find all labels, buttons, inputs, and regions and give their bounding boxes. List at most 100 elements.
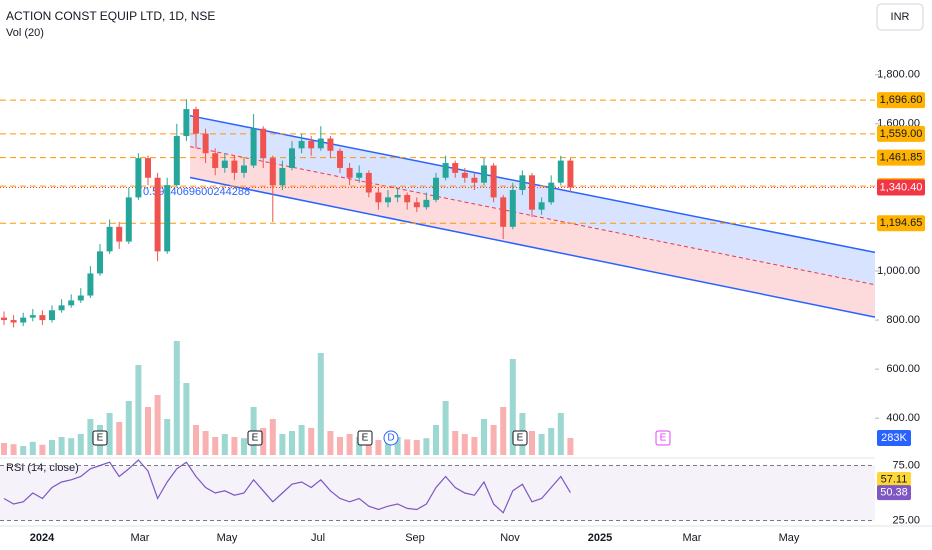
level-label: 1,696.60: [880, 94, 923, 106]
rsi-title: RSI (14, close): [6, 462, 79, 474]
volume-bar: [49, 440, 55, 455]
candle-body: [260, 128, 267, 159]
volume-bar: [538, 434, 545, 455]
event-marker[interactable]: [655, 430, 671, 446]
volume-bar: [567, 438, 574, 455]
candle-body: [385, 197, 391, 203]
x-tick-label: 2025: [588, 532, 612, 544]
currency-box[interactable]: [876, 3, 924, 31]
x-tick-label: Jul: [311, 532, 325, 544]
volume-bar: [164, 419, 171, 455]
event-label[interactable]: D: [387, 433, 394, 444]
volume-bar: [500, 407, 507, 455]
candle-body: [375, 192, 382, 203]
candle-body: [471, 177, 478, 183]
volume-bar: [145, 407, 151, 455]
volume-bar: [58, 437, 65, 455]
level-label-box: [877, 149, 925, 166]
level-label-box: [877, 215, 925, 232]
volume-bar: [106, 413, 113, 455]
candle-body: [173, 136, 180, 186]
volume-bar: [404, 439, 411, 455]
rsi-line: [3, 459, 571, 514]
event-marker[interactable]: [357, 430, 373, 446]
volume-label-box: [877, 430, 911, 447]
candle-body: [433, 177, 439, 200]
y-tick-label: 1,000.00: [877, 265, 920, 277]
candle-body: [481, 165, 487, 183]
volume-bar: [365, 438, 372, 455]
event-label[interactable]: E: [517, 433, 524, 444]
event-marker[interactable]: [512, 430, 528, 446]
event-label[interactable]: E: [362, 433, 369, 444]
volume-bar: [20, 446, 27, 455]
rsi-label: 50.38: [880, 486, 908, 498]
candle-body: [423, 199, 430, 208]
event-label[interactable]: E: [660, 433, 667, 444]
x-tick-label: Mar: [683, 532, 702, 544]
y-tick-label: 800.00: [886, 314, 920, 326]
volume-bar: [481, 419, 487, 455]
candle-body: [183, 109, 190, 137]
candle-body: [365, 172, 372, 193]
volume-bar: [221, 434, 228, 455]
volume-bar: [212, 437, 219, 455]
volume-bar: [413, 440, 420, 455]
volume-bar: [471, 437, 478, 455]
candle-body: [125, 197, 132, 242]
y-tick-label: 600.00: [886, 363, 920, 375]
volume-bar: [260, 428, 267, 455]
candle-body: [20, 317, 27, 323]
candle-body: [58, 305, 65, 311]
level-label: 1,461.85: [880, 152, 923, 164]
volume-title: Vol (20): [6, 27, 44, 39]
candle-body: [346, 167, 353, 178]
level-label: 1,559.00: [880, 128, 923, 140]
volume-bar: [87, 419, 94, 455]
candle-body: [500, 197, 507, 227]
volume-bar: [135, 365, 142, 455]
candle-body: [509, 190, 516, 227]
currency[interactable]: INR: [891, 11, 910, 23]
candle-body: [557, 160, 564, 183]
candle-body: [317, 138, 324, 149]
candle-body: [269, 158, 276, 186]
volume-bar: [394, 437, 401, 455]
volume-label: 283K: [881, 432, 907, 444]
candle-body: [250, 128, 257, 166]
volume-bar: [154, 395, 161, 455]
x-tick-label: Sep: [405, 532, 425, 544]
volume-bar: [231, 437, 238, 455]
candle-body: [298, 140, 305, 149]
event-marker[interactable]: [247, 430, 263, 446]
volume-bar: [337, 437, 343, 455]
volume-bar: [68, 438, 75, 455]
event-marker[interactable]: [92, 430, 108, 446]
candle-body: [394, 194, 401, 198]
level-label-box: [877, 125, 925, 142]
candle-body: [202, 133, 209, 154]
volume-bar: [193, 425, 199, 455]
candle-body: [241, 165, 247, 173]
volume-bar: [10, 444, 17, 455]
event-marker[interactable]: [383, 430, 399, 446]
x-tick-label: May: [779, 532, 800, 544]
volume-bar: [241, 438, 247, 455]
candle-body: [49, 310, 55, 321]
volume-bar: [327, 431, 334, 455]
volume-bar: [356, 437, 363, 455]
event-label[interactable]: E: [252, 433, 259, 444]
volume-bar: [29, 441, 36, 455]
volume-bar: [289, 431, 295, 455]
channel-middle: [189, 146, 876, 286]
last-price-box: [877, 179, 925, 196]
channel-lower-fill: [190, 146, 875, 318]
volume-bar: [183, 383, 190, 455]
y-tick-label: 1,800.00: [877, 69, 920, 81]
candle-body: [231, 160, 238, 173]
rsi-band: [0, 465, 875, 521]
event-label[interactable]: E: [97, 433, 104, 444]
rsi-tick-label: 75.00: [892, 459, 920, 471]
rsi-label-box: [877, 485, 911, 501]
volume-bar: [298, 425, 305, 455]
